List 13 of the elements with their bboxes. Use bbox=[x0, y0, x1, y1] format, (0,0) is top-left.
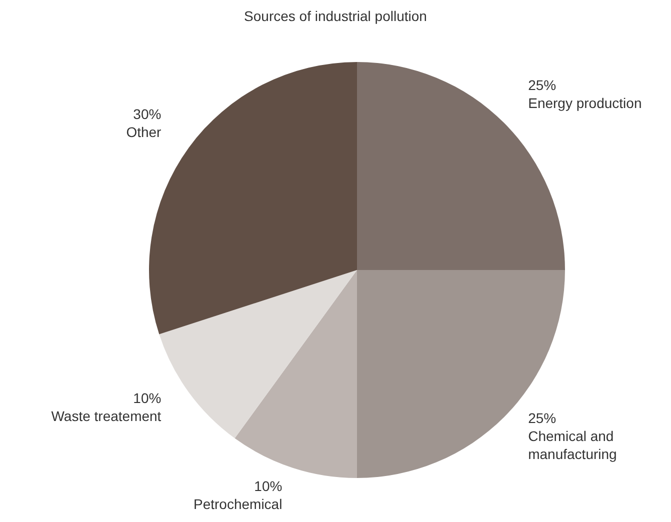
slice-label: Chemical and manufacturing bbox=[528, 428, 617, 462]
slice-label: Petrochemical bbox=[194, 496, 282, 512]
data-label: 25% bbox=[528, 76, 556, 93]
data-label: 10% bbox=[133, 390, 162, 406]
data-label: 10% bbox=[254, 478, 282, 494]
data-label: 30% bbox=[133, 106, 162, 122]
slice-label: Other bbox=[126, 124, 162, 140]
chart-title: Sources of industrial pollution bbox=[243, 8, 428, 24]
slice-label: Energy production bbox=[528, 94, 642, 111]
pie-slice bbox=[159, 270, 357, 438]
slice-label: Waste treatement bbox=[51, 408, 162, 424]
pie-slice bbox=[234, 270, 357, 478]
data-label: 25% bbox=[528, 410, 556, 426]
